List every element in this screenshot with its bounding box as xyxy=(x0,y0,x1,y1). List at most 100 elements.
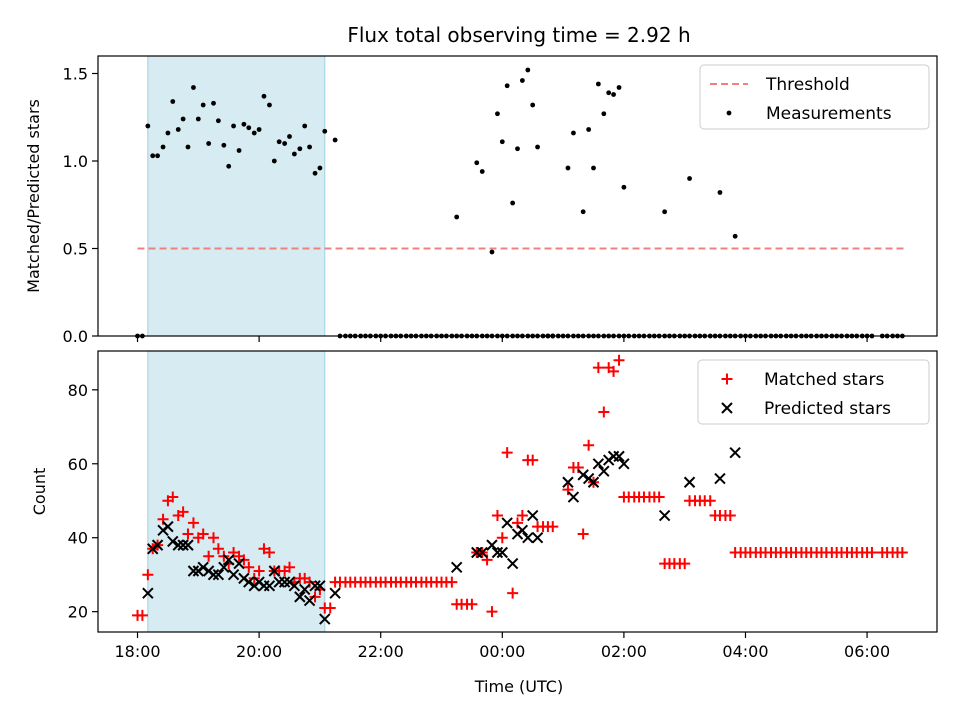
legend-measurement-swatch xyxy=(726,110,732,116)
legend-box xyxy=(697,359,930,425)
predicted-star-point xyxy=(486,539,498,551)
measurement-point xyxy=(454,214,460,220)
measurement-point xyxy=(322,128,328,134)
predicted-star-point xyxy=(567,491,580,503)
measurement-point xyxy=(256,127,262,132)
matched-star-point xyxy=(324,602,336,614)
measurement-point xyxy=(145,123,151,129)
matched-star-point xyxy=(243,561,255,573)
measurement-point xyxy=(287,134,292,139)
measurement-point xyxy=(170,99,176,104)
matched-star-point xyxy=(177,506,189,518)
legend: Matched stars Predicted stars xyxy=(697,359,930,425)
predicted-star-point xyxy=(182,539,194,551)
measurement-point xyxy=(211,100,216,106)
measurement-point xyxy=(221,142,227,148)
measurement-point xyxy=(717,190,723,195)
measurement-point xyxy=(282,141,288,146)
legend-box xyxy=(699,64,930,130)
x-tick-label: 00:00 xyxy=(479,642,525,661)
matched-star-point xyxy=(501,447,513,459)
predicted-star-point xyxy=(197,561,209,574)
legend-label: Matched stars xyxy=(764,370,884,390)
legend: Threshold Measurements xyxy=(699,64,930,130)
predicted-star-point xyxy=(729,446,741,459)
matched-star-point xyxy=(896,547,908,559)
predicted-star-point xyxy=(303,594,316,607)
matched-star-point xyxy=(608,365,620,377)
measurement-point xyxy=(307,144,312,150)
measurement-point xyxy=(495,111,500,117)
measurement-point xyxy=(732,233,738,239)
measurement-point xyxy=(231,123,236,129)
measurement-point xyxy=(489,249,495,255)
matched-star-point xyxy=(866,547,878,559)
bottom-panel: 20 40 60 80 18:00 20:00 22:00 00:00 02:00 04:00 06… xyxy=(30,350,938,661)
y-axis-label: Count xyxy=(30,468,49,516)
measurement-point xyxy=(621,184,627,190)
legend-matched-swatch xyxy=(721,373,733,385)
x-tick-label: 04:00 xyxy=(722,642,768,661)
measurement-point xyxy=(332,137,338,143)
predicted-star-point xyxy=(592,458,605,470)
matched-star-point xyxy=(496,532,508,544)
measurement-point xyxy=(611,92,616,97)
measurement-point xyxy=(251,130,257,136)
matched-star-point xyxy=(309,591,321,603)
measurement-point xyxy=(185,144,191,150)
measurement-point xyxy=(276,139,282,145)
matched-star-point xyxy=(507,587,519,599)
measurement-point xyxy=(601,111,607,117)
axes-frame xyxy=(97,55,938,337)
measurement-point xyxy=(479,169,485,174)
predicted-star-point xyxy=(526,509,539,522)
x-axis-label: Time (UTC) xyxy=(474,677,563,696)
measurement-point xyxy=(180,116,186,122)
matched-star-point xyxy=(704,495,716,507)
matched-star-point xyxy=(486,606,498,618)
measurement-point xyxy=(591,165,596,171)
matched-star-point xyxy=(212,543,224,555)
matched-star-point xyxy=(516,510,528,522)
measurement-point xyxy=(150,153,156,159)
predicted-star-point xyxy=(450,561,463,574)
predicted-star-point xyxy=(263,580,276,592)
measurement-point xyxy=(155,153,160,159)
matched-star-point xyxy=(598,406,610,418)
measurement-point xyxy=(687,176,692,181)
predicted-star-point xyxy=(278,576,291,588)
y-tick-label: 60 xyxy=(68,455,88,474)
predicted-star-point xyxy=(314,580,326,592)
measurement-point xyxy=(191,85,196,90)
predicted-star-point xyxy=(268,565,281,577)
predicted-star-point xyxy=(167,535,179,548)
matched-star-point xyxy=(136,609,148,621)
matched-star-point xyxy=(577,528,589,540)
measurement-point xyxy=(474,160,480,166)
predicted-star-point xyxy=(587,476,600,488)
measurement-point xyxy=(271,158,277,164)
matched-star-point xyxy=(167,491,179,503)
measurement-point xyxy=(580,209,586,215)
predicted-star-point xyxy=(207,568,220,581)
chart-title: Flux total observing time = 2.92 h xyxy=(347,23,690,47)
measurement-point xyxy=(565,165,571,171)
matched-star-point xyxy=(253,565,265,577)
matched-star-point xyxy=(491,510,503,522)
predicted-star-point xyxy=(562,476,574,488)
measurement-point xyxy=(662,209,668,215)
predicted-star-point xyxy=(329,587,341,599)
predicted-star-point xyxy=(658,509,671,522)
y-tick-label: 0.5 xyxy=(63,240,88,259)
measurement-point xyxy=(267,102,272,108)
y-tick-label: 1.5 xyxy=(63,65,88,84)
predicted-star-point xyxy=(288,580,301,592)
y-tick-label: 20 xyxy=(68,603,88,622)
matched-star-point xyxy=(197,528,209,540)
predicted-star-point xyxy=(618,458,630,470)
predicted-star-point xyxy=(172,539,184,551)
measurement-point xyxy=(206,141,212,146)
measurement-point xyxy=(571,130,576,136)
predicted-star-point xyxy=(294,591,306,603)
measurement-point xyxy=(261,93,267,99)
